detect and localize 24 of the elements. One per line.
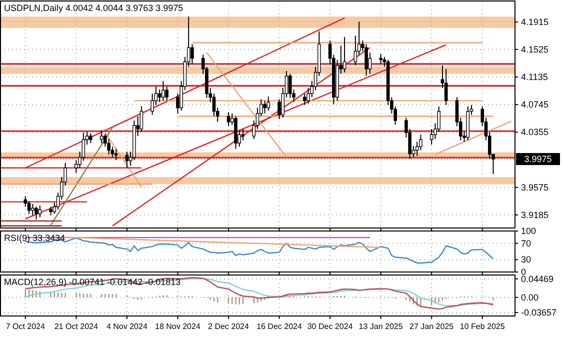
- y-tick-label: 4.1525: [521, 44, 549, 54]
- y-tick-label: 4.0745: [521, 100, 549, 110]
- x-tick-label: 21 Oct 2024: [54, 322, 98, 331]
- y-tick-label: 0.00: [521, 292, 539, 302]
- x-tick-label: 27 Jan 2025: [410, 322, 454, 331]
- y-tick-label: -0.03657: [521, 308, 557, 318]
- x-tick-label: 13 Jan 2025: [358, 322, 404, 331]
- x-tick-label: 18 Nov 2024: [155, 322, 201, 331]
- y-tick-label: 30: [521, 254, 532, 265]
- y-tick-label: 4.0355: [521, 127, 549, 138]
- y-tick-label: 3.9575: [521, 182, 549, 192]
- y-tick-label: 70: [521, 238, 532, 248]
- y-tick-label: 3.9185: [521, 210, 549, 220]
- y-tick-label: 4.1915: [521, 16, 549, 27]
- x-tick-label: 4 Nov 2024: [106, 322, 148, 331]
- y-tick-label: 100: [521, 226, 536, 236]
- chart-title: USDPLN,Daily 4.0042 4.0044 3.9763 3.9975: [4, 3, 184, 13]
- y-tick-label: 4.1135: [521, 72, 548, 82]
- x-tick-label: 16 Dec 2024: [256, 322, 302, 331]
- x-tick-label: 7 Oct 2024: [6, 322, 46, 331]
- x-tick-label: 10 Feb 2025: [460, 322, 506, 331]
- x-tick-label: 30 Dec 2024: [307, 322, 354, 331]
- ref-line-label: 3.9975: [524, 154, 552, 164]
- x-tick-label: 2 Dec 2024: [208, 322, 250, 331]
